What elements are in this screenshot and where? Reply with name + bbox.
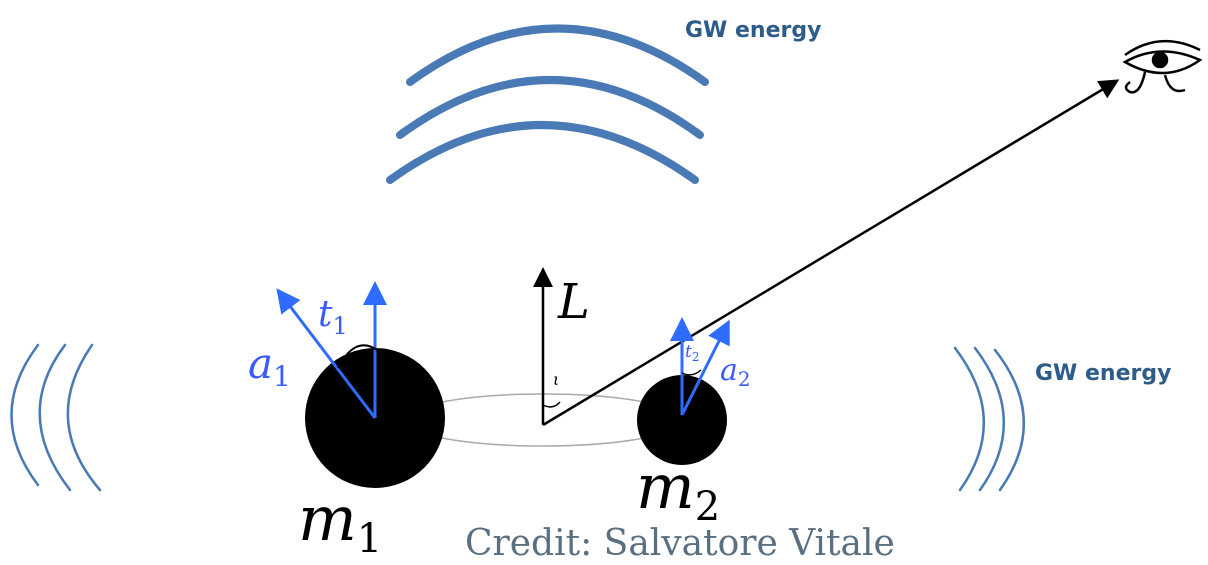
base: m bbox=[298, 482, 357, 555]
left-waves bbox=[12, 345, 101, 490]
right-waves bbox=[955, 348, 1024, 490]
eye-icon bbox=[1125, 41, 1200, 92]
l-label: L bbox=[557, 274, 590, 330]
angle-arc bbox=[682, 370, 701, 375]
tilt-label: t1 bbox=[318, 294, 348, 340]
base: a bbox=[720, 353, 738, 388]
base: a bbox=[248, 339, 273, 388]
gw-label: GW energy bbox=[685, 18, 821, 43]
diagram: GW energy GW energy L ι a1 t1 a2 t2 m1 m… bbox=[0, 0, 1208, 565]
line-of-sight bbox=[543, 82, 1115, 425]
spin-label: a1 bbox=[248, 339, 291, 393]
base: t bbox=[318, 294, 333, 335]
sub: 1 bbox=[357, 516, 382, 562]
mass-label: m2 bbox=[636, 450, 720, 530]
sub: 2 bbox=[692, 350, 700, 364]
top-waves bbox=[390, 29, 705, 181]
spin-label: a2 bbox=[720, 353, 751, 391]
base: m bbox=[636, 450, 695, 523]
sub: 1 bbox=[332, 312, 347, 340]
inclination-label: ι bbox=[553, 370, 559, 389]
sub: 2 bbox=[738, 367, 751, 391]
mass-label: m1 bbox=[298, 482, 382, 562]
angle-arc bbox=[543, 402, 560, 407]
gw-label: GW energy bbox=[1035, 361, 1171, 386]
tilt-label: t2 bbox=[685, 342, 699, 364]
sub: 1 bbox=[273, 360, 291, 393]
credit: Credit: Salvatore Vitale bbox=[465, 523, 895, 564]
